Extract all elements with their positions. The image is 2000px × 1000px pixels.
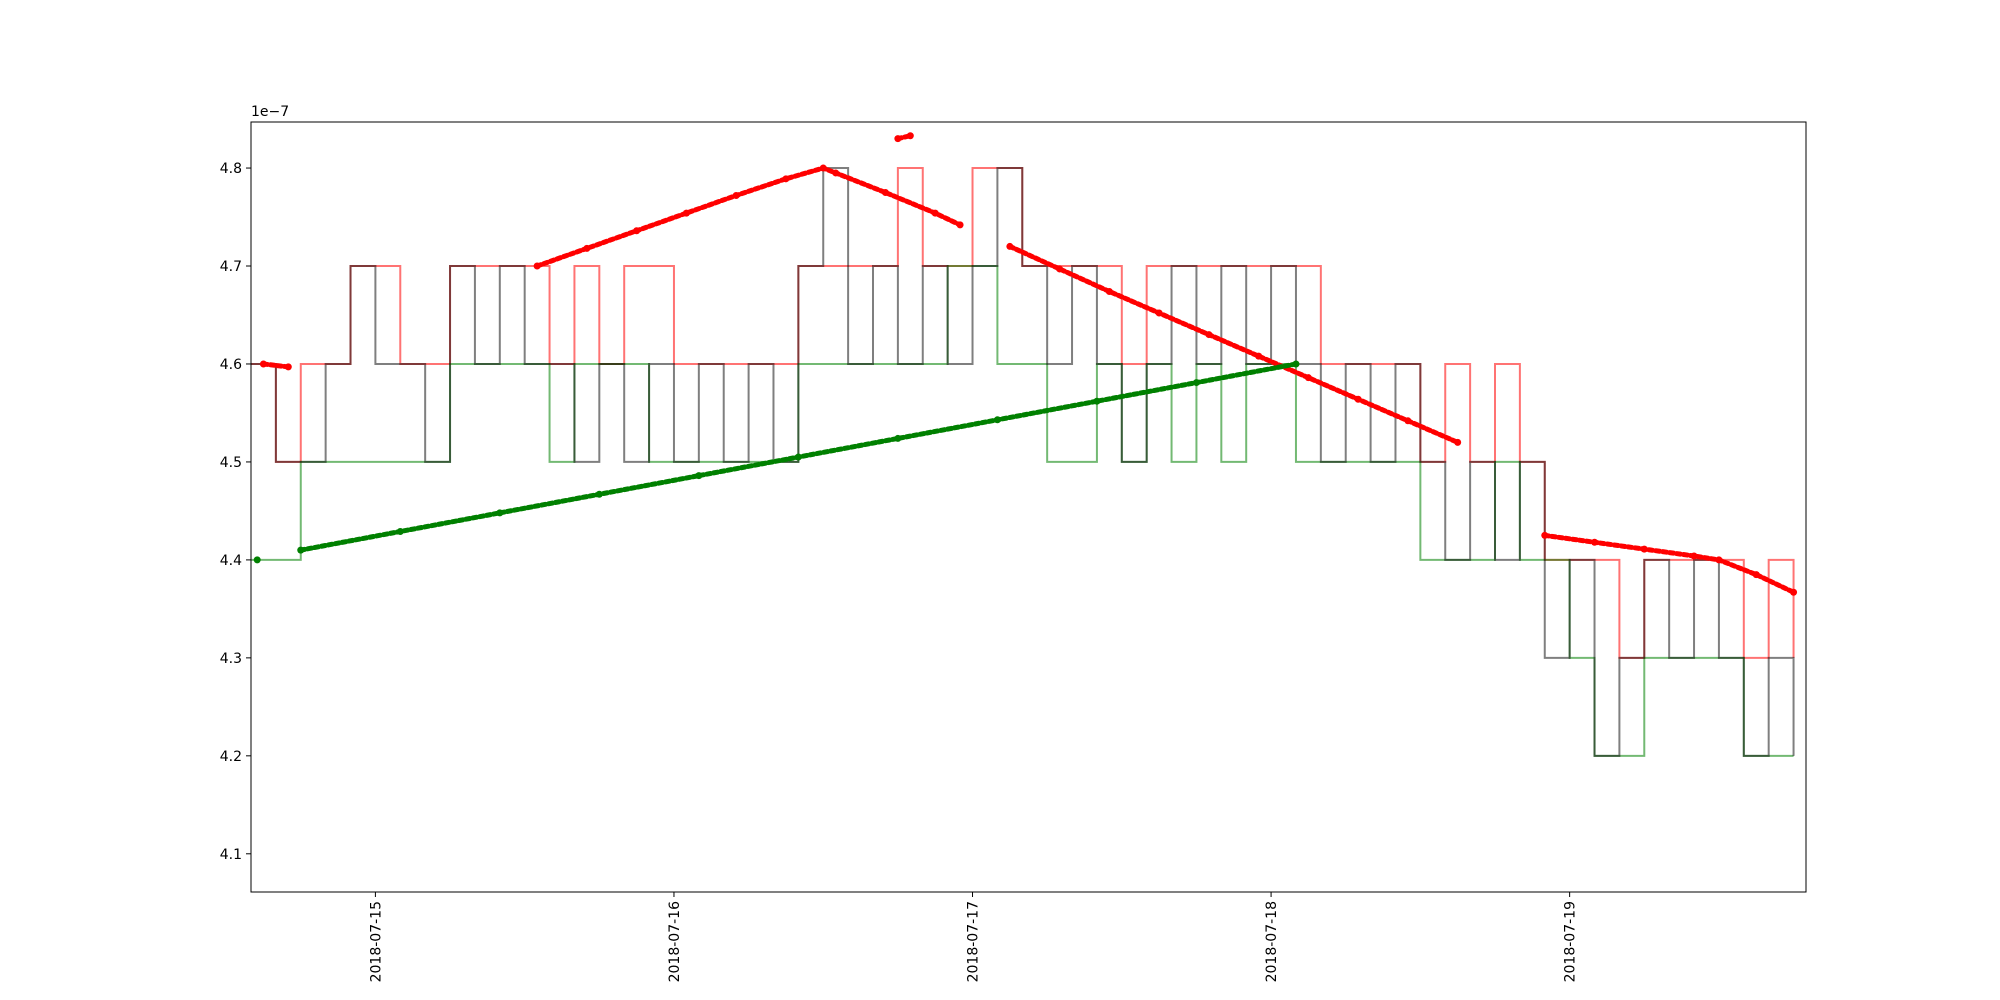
- y-tick-label: 4.2: [220, 749, 242, 765]
- dot: [1541, 531, 1549, 539]
- y-tick-label: 4.4: [220, 553, 242, 569]
- dot: [297, 546, 305, 554]
- y-tick-label: 4.3: [220, 651, 242, 667]
- dot: [1292, 360, 1300, 368]
- y-tick-label: 4.7: [220, 259, 242, 275]
- y-offset-text: 1e−7: [251, 104, 289, 120]
- dot: [1591, 538, 1599, 546]
- y-tick-label: 4.5: [220, 455, 242, 471]
- dot: [1255, 352, 1263, 360]
- x-tick-label: 2018-07-19: [1563, 901, 1579, 982]
- dot: [819, 164, 827, 172]
- dot: [993, 416, 1001, 424]
- dot: [906, 132, 914, 140]
- dot: [1205, 331, 1213, 339]
- dot: [1404, 417, 1412, 425]
- dot: [1304, 374, 1312, 382]
- dot: [1192, 379, 1200, 387]
- dot: [253, 556, 261, 564]
- dot: [1690, 552, 1698, 560]
- step-line: [251, 265, 1794, 757]
- x-tick-label: 2018-07-17: [966, 901, 982, 982]
- dot: [1155, 309, 1163, 317]
- y-tick-label: 4.1: [220, 847, 242, 863]
- y-tick-label: 4.6: [220, 357, 242, 373]
- dot: [1454, 438, 1462, 446]
- dot: [496, 509, 504, 517]
- dot: [583, 244, 591, 252]
- plot-frame: [250, 121, 1807, 893]
- step-line: [251, 167, 1795, 757]
- dot: [1093, 397, 1101, 405]
- dot: [1790, 588, 1798, 596]
- dot: [682, 209, 690, 217]
- dot: [633, 227, 641, 235]
- dot: [1056, 265, 1064, 273]
- dot: [782, 175, 790, 183]
- dot: [396, 527, 404, 535]
- dot: [1640, 545, 1648, 553]
- dot: [1715, 556, 1723, 564]
- dot: [832, 169, 840, 177]
- dot: [595, 490, 603, 498]
- x-tick-label: 2018-07-18: [1264, 901, 1280, 982]
- dot: [794, 453, 802, 461]
- y-tick-label: 4.8: [220, 161, 242, 177]
- dot: [259, 360, 267, 368]
- dot: [284, 363, 292, 371]
- dot: [732, 191, 740, 199]
- dot: [956, 221, 964, 229]
- dot: [1006, 242, 1014, 250]
- dot: [881, 189, 889, 197]
- x-tick-label: 2018-07-15: [368, 901, 384, 982]
- dot: [894, 135, 902, 143]
- dot: [1752, 571, 1760, 579]
- dot: [931, 209, 939, 217]
- dot: [1354, 395, 1362, 403]
- x-tick-label: 2018-07-16: [667, 901, 683, 982]
- dot: [695, 472, 703, 480]
- dot: [1105, 287, 1113, 295]
- dot: [894, 434, 902, 442]
- dot: [533, 262, 541, 270]
